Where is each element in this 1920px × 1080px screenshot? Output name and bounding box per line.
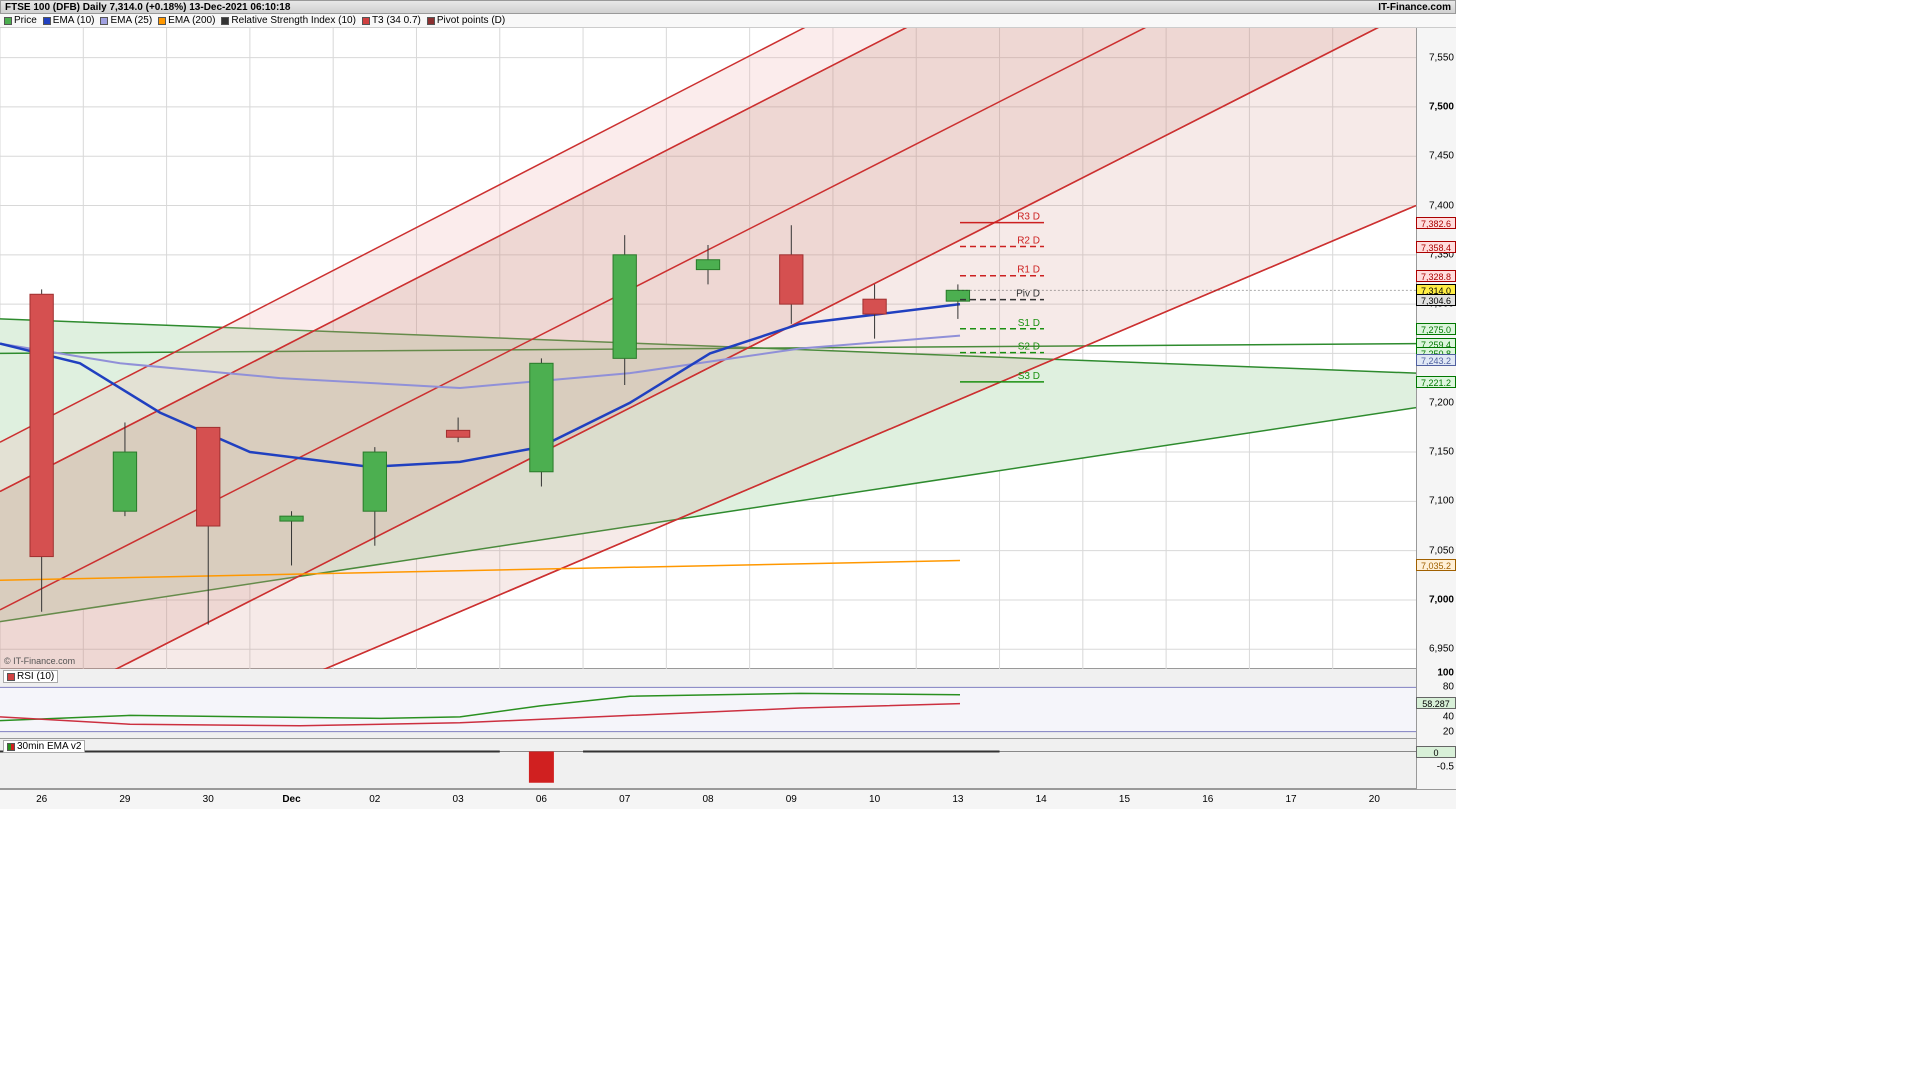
x-tick-label: 13	[952, 794, 963, 805]
brand-label: IT-Finance.com	[1378, 2, 1451, 13]
price-marker: 7,035.2	[1416, 559, 1456, 571]
copyright-label: © IT-Finance.com	[4, 656, 75, 666]
x-tick-label: 09	[786, 794, 797, 805]
legend-item: Pivot points (D)	[427, 15, 505, 26]
x-tick-label: 29	[119, 794, 130, 805]
chart-title: FTSE 100 (DFB) Daily 7,314.0 (+0.18%) 13…	[5, 2, 290, 13]
price-marker: 7,382.6	[1416, 217, 1456, 229]
price-marker: 7,243.2	[1416, 354, 1456, 366]
main-price-chart[interactable]: R3 DR2 DR1 DPiv DS1 DS2 DS3 D 6,9507,000…	[0, 28, 1456, 669]
svg-text:R2 D: R2 D	[1017, 236, 1040, 247]
legend-item: EMA (25)	[100, 15, 152, 26]
svg-text:S2 D: S2 D	[1018, 342, 1040, 353]
x-tick-label: 26	[36, 794, 47, 805]
x-tick-label: 17	[1285, 794, 1296, 805]
price-marker: 7,358.4	[1416, 241, 1456, 253]
x-tick-label: 15	[1119, 794, 1130, 805]
rsi-value-marker: 58.287	[1416, 697, 1456, 709]
indicator-y-axis: -0.500	[1416, 739, 1456, 789]
legend-bar: Price EMA (10) EMA (25) EMA (200) Relative S…	[0, 14, 1456, 28]
legend-item: EMA (200)	[158, 15, 215, 26]
rsi-panel[interactable]: RSI (10) 2040608010058.287	[0, 669, 1456, 739]
indicator-value-marker: 0	[1416, 746, 1456, 758]
x-tick-label: 16	[1202, 794, 1213, 805]
x-tick-label: Dec	[282, 794, 300, 805]
legend-item: Relative Strength Index (10)	[221, 15, 356, 26]
chart-header: FTSE 100 (DFB) Daily 7,314.0 (+0.18%) 13…	[0, 0, 1456, 14]
price-marker: 7,221.2	[1416, 376, 1456, 388]
x-tick-label: 03	[453, 794, 464, 805]
indicator-title: 30min EMA v2	[3, 740, 85, 753]
x-tick-label: 07	[619, 794, 630, 805]
x-tick-label: 02	[369, 794, 380, 805]
x-tick-label: 06	[536, 794, 547, 805]
svg-text:S1 D: S1 D	[1018, 318, 1040, 329]
svg-text:R1 D: R1 D	[1017, 265, 1040, 276]
date-x-axis: 26 29 30 Dec 02 03 06 07 08 09 10 13 14 15 16 17 20	[0, 789, 1456, 809]
x-tick-label: 10	[869, 794, 880, 805]
rsi-title: RSI (10)	[3, 670, 58, 683]
price-marker: 7,275.0	[1416, 323, 1456, 335]
rsi-y-axis: 2040608010058.287	[1416, 669, 1456, 739]
x-tick-label: 20	[1369, 794, 1380, 805]
x-tick-label: 14	[1036, 794, 1047, 805]
svg-text:S3 D: S3 D	[1018, 371, 1040, 382]
x-tick-label: 30	[203, 794, 214, 805]
legend-item: EMA (10)	[43, 15, 95, 26]
x-tick-label: 08	[702, 794, 713, 805]
price-marker: 7,328.8	[1416, 270, 1456, 282]
price-y-axis: 6,9507,0007,0507,1007,1507,2007,2507,300…	[1416, 28, 1456, 669]
legend-item: Price	[4, 15, 37, 26]
indicator-panel[interactable]: 30min EMA v2 -0.500	[0, 739, 1456, 789]
price-marker: 7,304.6	[1416, 294, 1456, 306]
svg-text:R3 D: R3 D	[1017, 212, 1040, 223]
legend-item: T3 (34 0.7)	[362, 15, 421, 26]
